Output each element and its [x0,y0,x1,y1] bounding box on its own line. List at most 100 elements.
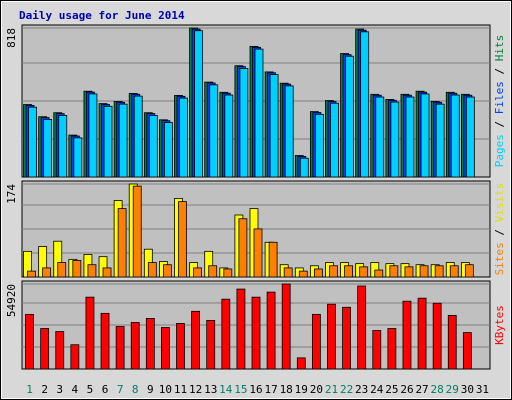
bar [163,264,172,278]
bar [223,268,233,278]
bar [176,323,185,370]
bar [145,318,155,370]
x-tick-label: 16 [249,383,262,396]
x-tick-label: 27 [415,383,428,396]
bar [178,201,187,278]
x-tick-label: 24 [370,383,384,396]
x-tick-label: 23 [355,383,368,396]
x-tick-label: 11 [174,383,187,396]
bar [206,320,216,370]
bar [57,262,67,278]
bar [330,102,339,178]
bar [253,228,263,278]
bar [390,101,400,178]
y-tick-label: 174 [5,184,18,204]
legend-entry: Files [493,81,506,114]
x-tick-label: 31 [476,383,489,396]
bar [254,48,264,178]
bar [375,96,385,178]
bar [342,306,351,370]
bar [28,106,37,178]
x-tick-label: 21 [325,383,338,396]
bar [420,93,430,178]
legend-separator: / [493,114,506,134]
bar [148,115,158,178]
x-tick-label: 15 [234,383,247,396]
bar [329,265,338,278]
bar [432,302,442,370]
x-tick-label: 12 [189,383,202,396]
bar [42,267,52,278]
bar [296,357,306,370]
bar [164,122,173,178]
legend-entry: Hits [493,35,506,62]
bar [450,94,460,178]
bar [161,327,170,370]
bar [132,185,142,278]
bar [314,113,324,178]
bar [465,96,475,178]
bar [402,300,412,370]
bar [405,96,415,178]
bar [311,313,321,370]
bar [462,332,472,370]
x-tick-label: 29 [446,383,459,396]
bar [25,313,34,370]
bar [345,55,354,178]
bar [191,310,201,370]
bar [268,241,278,278]
bar [221,298,231,370]
bar [102,267,112,278]
bar [374,269,384,278]
x-tick-label: 7 [117,383,124,396]
x-tick-label: 22 [340,383,353,396]
x-tick-label: 18 [280,383,293,396]
bar [327,303,336,370]
bar [404,266,414,278]
bar [283,267,293,278]
y-tick-label: 54920 [5,284,18,317]
bar [238,218,248,278]
x-tick-label: 30 [461,383,474,396]
legend-entry: Visits [493,183,506,223]
x-tick-label: 19 [295,383,308,396]
bar [88,93,98,178]
bar [236,288,246,370]
x-tick-label: 5 [87,383,94,396]
x-tick-label: 3 [56,383,63,396]
bar [251,296,261,370]
legend-entry: Sites [493,242,506,275]
bar [389,265,399,278]
bar [464,264,474,278]
bar [130,322,140,370]
bar [360,31,370,178]
bar [239,68,249,178]
bar [85,296,95,370]
bar [73,137,83,178]
legend: KBytes [493,305,506,345]
bar [419,265,429,278]
x-tick-label: 10 [159,383,172,396]
bar [43,119,53,178]
y-tick-label: 818 [5,28,18,48]
bar [208,265,218,278]
bar [194,30,204,178]
legend-entry: KBytes [493,305,506,345]
bar [72,260,82,278]
x-tick-label: 1 [26,383,33,396]
bar [40,328,50,370]
bar [70,344,80,370]
bar [118,103,128,178]
bar [224,94,234,178]
bar [298,270,308,278]
bar [434,265,444,278]
bar [87,264,97,278]
bar [357,285,367,370]
chart-title: Daily usage for June 2014 [19,9,185,22]
bar [269,74,279,178]
legend: Pages / Files / Hits [493,35,506,168]
bar [387,328,397,370]
x-tick-label: 13 [204,383,217,396]
